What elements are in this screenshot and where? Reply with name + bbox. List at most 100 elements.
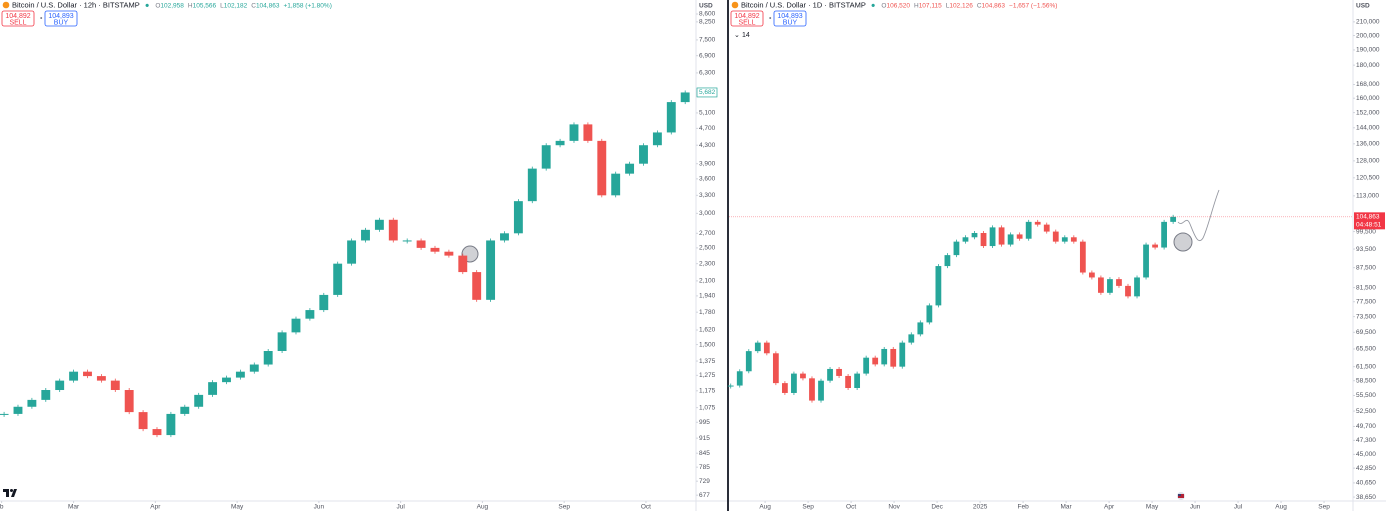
- y-tick-label: 120,500: [1356, 175, 1380, 182]
- candle: [347, 240, 357, 264]
- y-tick-label: 73,500: [1356, 313, 1376, 320]
- x-tick-label: Mar: [1060, 504, 1072, 511]
- candle: [96, 376, 106, 381]
- y-tick-label: 4,700: [699, 125, 716, 132]
- buy-button[interactable]: [44, 10, 78, 27]
- y-tick-label: 200,000: [1356, 32, 1380, 39]
- candle: [881, 348, 888, 365]
- candle: [772, 353, 779, 384]
- candle: [208, 382, 218, 395]
- candle: [27, 399, 37, 407]
- candle: [763, 342, 770, 354]
- annotation-circle: [1173, 232, 1193, 252]
- y-tick-label: 144,000: [1356, 125, 1380, 132]
- spread-dot: •: [769, 15, 772, 22]
- x-tick-label: Jun: [1190, 504, 1201, 511]
- candle: [124, 390, 134, 413]
- axis-unit: USD: [1356, 3, 1370, 10]
- candle: [388, 219, 398, 241]
- candle: [800, 373, 806, 379]
- candle: [652, 132, 662, 146]
- candle: [1161, 221, 1168, 248]
- candle: [962, 237, 969, 242]
- x-tick-label: Sep: [1318, 504, 1330, 511]
- candle: [1152, 244, 1158, 248]
- x-tick-label: Aug: [759, 504, 771, 511]
- ohlc-key: C: [977, 2, 982, 9]
- projection-sketch: [1177, 189, 1220, 242]
- candle: [402, 240, 412, 242]
- sell-button[interactable]: [730, 10, 764, 27]
- y-tick-label: 65,500: [1356, 346, 1376, 353]
- candle: [890, 348, 897, 367]
- y-tick-label: 1,620: [699, 327, 716, 334]
- candle: [872, 357, 879, 365]
- ohlc-key: O: [881, 2, 886, 9]
- x-tick-label: Dec: [931, 504, 943, 511]
- candle: [263, 351, 273, 365]
- candle: [745, 351, 752, 372]
- candle: [935, 266, 942, 306]
- coin-icon: [731, 1, 739, 9]
- candle: [908, 334, 915, 343]
- x-tick-label: Oct: [641, 504, 651, 511]
- candle: [152, 429, 162, 436]
- y-tick-label: 210,000: [1356, 19, 1380, 26]
- y-tick-label: 8,250: [699, 19, 716, 26]
- y-tick-label: 1,175: [699, 388, 716, 395]
- y-tick-label: 190,000: [1356, 47, 1380, 54]
- ohlc-value: 102,126: [949, 2, 973, 9]
- y-tick-label: 180,000: [1356, 62, 1380, 69]
- x-tick-label: Sep: [802, 504, 814, 511]
- candle: [1088, 272, 1095, 278]
- y-tick-label: 45,000: [1356, 451, 1376, 458]
- candle: [680, 92, 690, 103]
- x-tick-label: Oct: [846, 504, 856, 511]
- price-tag: [1354, 212, 1385, 230]
- sell-button[interactable]: [1, 10, 35, 27]
- y-tick-label: 49,700: [1356, 423, 1376, 430]
- x-tick-label: 2025: [973, 504, 988, 511]
- y-tick-label: 69,500: [1356, 329, 1376, 336]
- y-tick-label: 3,000: [699, 210, 716, 217]
- candle: [917, 322, 924, 335]
- candle: [989, 227, 996, 247]
- y-tick-label: 128,000: [1356, 158, 1380, 165]
- y-tick-label: 136,000: [1356, 141, 1380, 148]
- y-tick-label: 3,300: [699, 192, 716, 199]
- ohlc-value: 105,566: [193, 2, 217, 9]
- y-tick-label: 785: [699, 464, 710, 471]
- candle: [486, 240, 496, 300]
- candle: [1143, 244, 1149, 278]
- candle: [0, 413, 9, 415]
- candle: [1052, 231, 1059, 242]
- y-tick-label: 38,650: [1356, 494, 1376, 501]
- y-tick-label: 6,300: [699, 70, 716, 77]
- price-tag-label: 104,863: [1356, 214, 1380, 221]
- candle: [1043, 224, 1050, 232]
- x-tick-label: Nov: [888, 504, 900, 511]
- y-tick-label: 2,100: [699, 278, 716, 285]
- y-tick-label: 3,600: [699, 176, 716, 183]
- candle: [1034, 221, 1041, 225]
- y-tick-label: 915: [699, 435, 710, 442]
- x-tick-label: Apr: [150, 504, 161, 511]
- symbol: Bitcoin / U.S. Dollar · 1D · BITSTAMP: [741, 0, 866, 9]
- chart-title: Bitcoin / U.S. Dollar · 1D · BITSTAMP ● O1…: [741, 0, 1057, 9]
- buy-button[interactable]: [773, 10, 807, 27]
- y-tick-label: 42,850: [1356, 465, 1376, 472]
- candle: [791, 373, 797, 393]
- ohlc-value: 104,863: [982, 2, 1006, 9]
- candle: [83, 371, 92, 377]
- candle: [374, 219, 384, 230]
- candle: [458, 255, 468, 273]
- candle: [291, 318, 301, 333]
- buy-price: 104,893: [777, 13, 802, 20]
- x-tick-label: Apr: [1104, 504, 1115, 511]
- candle: [1061, 237, 1068, 242]
- price-tag: [696, 87, 718, 98]
- ohlc-value: 106,520: [886, 2, 910, 9]
- candle: [809, 378, 815, 401]
